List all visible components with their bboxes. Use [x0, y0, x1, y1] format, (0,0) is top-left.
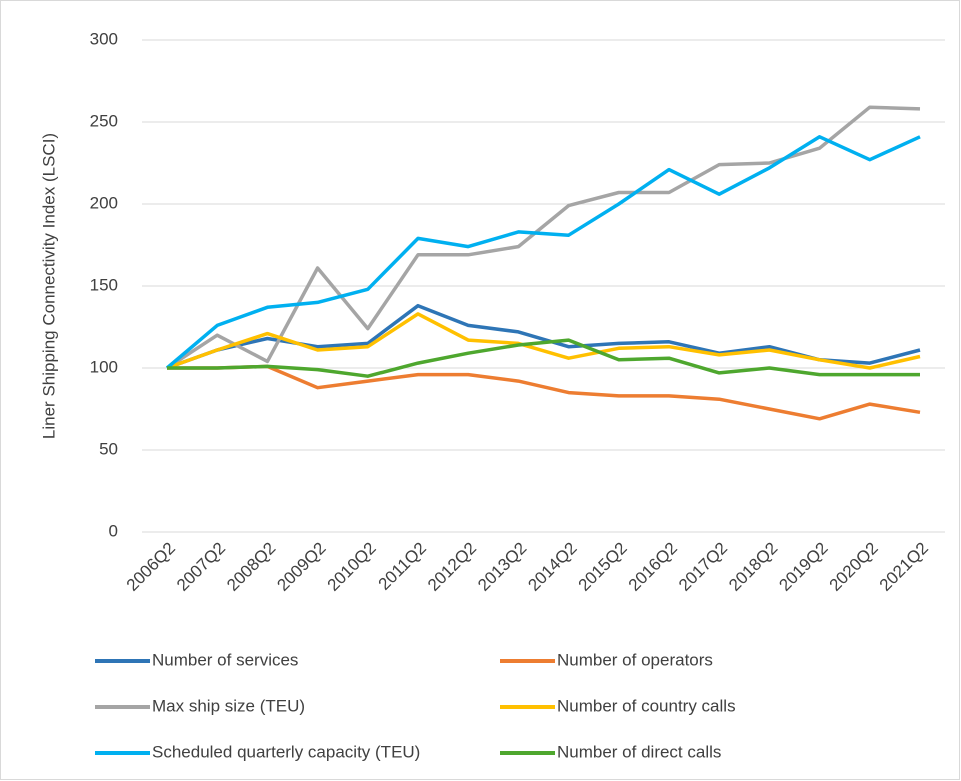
- line-series: [166, 105, 921, 370]
- y-tick-label: 0: [109, 521, 118, 540]
- y-tick-label: 250: [90, 111, 118, 130]
- y-tick-label: 50: [99, 439, 118, 458]
- legend-label: Number of operators: [557, 650, 713, 669]
- legend-label: Number of services: [152, 650, 298, 669]
- line-series: [165, 135, 921, 370]
- line-series: [166, 312, 921, 370]
- y-tick-label: 300: [90, 29, 118, 48]
- line-series: [167, 338, 920, 378]
- y-axis-label: Liner Shipping Connectivity Index (LSCI): [39, 133, 58, 439]
- legend-label: Number of country calls: [557, 696, 736, 715]
- y-tick-label: 200: [90, 193, 118, 212]
- y-tick-label: 100: [90, 357, 118, 376]
- line-series: [167, 364, 921, 421]
- legend-label: Scheduled quarterly capacity (TEU): [152, 742, 420, 761]
- y-tick-label: 150: [90, 275, 118, 294]
- legend-label: Number of direct calls: [557, 742, 721, 761]
- legend-label: Max ship size (TEU): [152, 696, 305, 715]
